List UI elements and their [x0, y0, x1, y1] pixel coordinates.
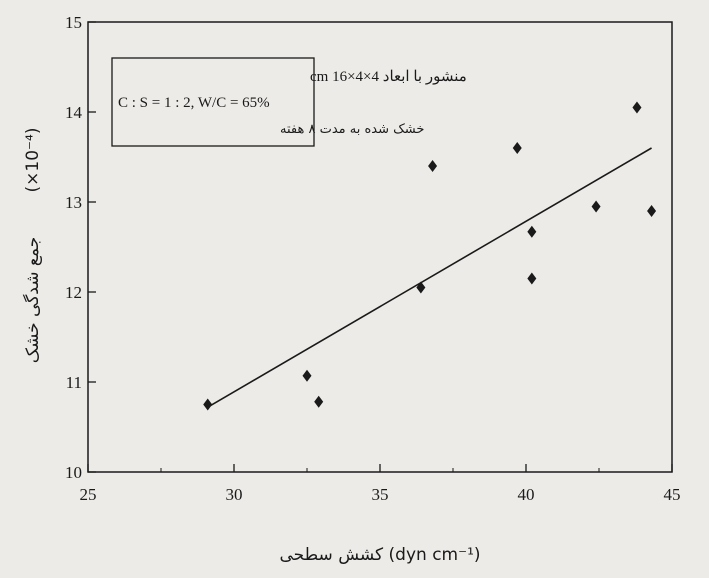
y-tick-label: 12 [65, 283, 82, 302]
data-point [428, 160, 438, 172]
data-point [314, 395, 324, 408]
x-tick-label: 40 [518, 485, 535, 504]
legend-box: منشور با ابعاد 4×4×16 cm C : S = 1 : 2, … [111, 57, 467, 147]
y-tick-label: 11 [66, 373, 82, 392]
y-tick-label: 15 [65, 13, 82, 32]
data-point [591, 200, 601, 213]
data-point [203, 398, 213, 411]
data-point [632, 101, 642, 114]
data-point [302, 369, 312, 382]
data-point [527, 272, 537, 285]
data-point [647, 205, 657, 217]
y-axis-ticks: 10 11 12 13 14 15 [65, 13, 96, 482]
data-point [512, 142, 522, 154]
x-axis-ticks: 25 30 35 40 45 [80, 464, 681, 504]
data-point [527, 225, 537, 238]
y-tick-label: 14 [65, 103, 83, 122]
y-tick-label: 13 [65, 193, 82, 212]
x-tick-label: 25 [80, 485, 97, 504]
legend-line-2: C : S = 1 : 2, W/C = 65% [118, 95, 270, 111]
x-tick-label: 30 [226, 485, 243, 504]
data-points [203, 101, 657, 411]
y-axis-title: جمع شدگی خشک [22, 237, 43, 364]
x-axis-title: کشش سطحی (dyn cm⁻¹) [279, 545, 480, 565]
y-axis-multiplier: (×10⁻⁴) [23, 128, 43, 193]
y-tick-label: 10 [65, 463, 82, 482]
legend-line-3: خشک شده به مدت ۸ هفته [280, 122, 424, 137]
data-point [416, 281, 426, 294]
legend-line-1: منشور با ابعاد 4×4×16 cm [310, 69, 467, 85]
x-tick-label: 45 [664, 485, 681, 504]
trend-line [207, 147, 652, 408]
x-tick-label: 35 [372, 485, 389, 504]
